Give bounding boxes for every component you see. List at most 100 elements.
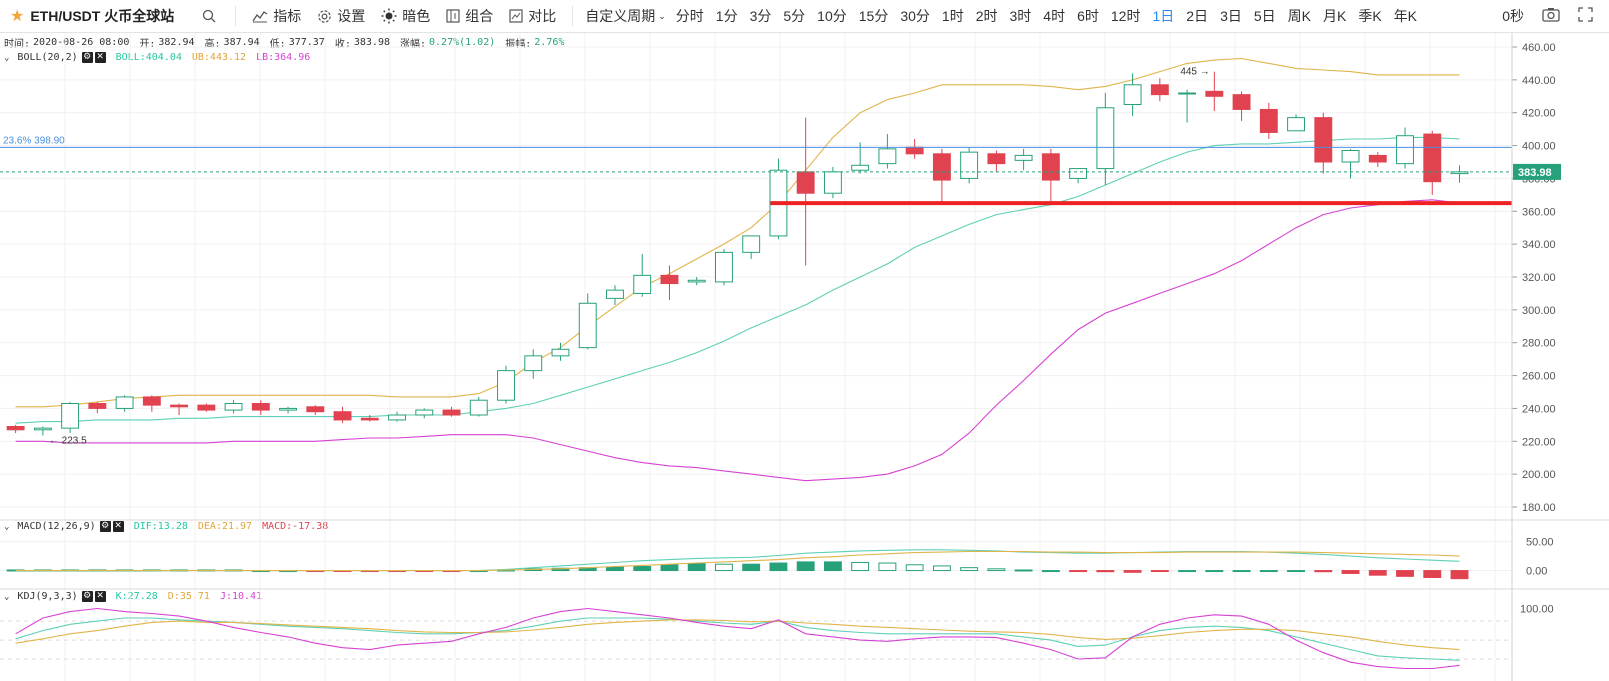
layout-icon — [446, 9, 460, 23]
timeframe-button[interactable]: 1分 — [715, 8, 738, 24]
timeframe-button[interactable]: 年K — [1393, 8, 1418, 24]
price-tick-label: 300.00 — [1522, 305, 1556, 317]
boll-settings-icon[interactable]: ⚙ — [81, 52, 93, 63]
kdj-pane — [15, 607, 1460, 670]
kdj-close-icon[interactable]: ✕ — [94, 591, 106, 602]
boll-close-icon[interactable]: ✕ — [94, 52, 106, 63]
candle-up — [715, 251, 733, 283]
macd-bar-positive — [742, 563, 761, 572]
candle-down — [442, 409, 461, 416]
price-axis[interactable]: 180.00 200.00 220.00 240.00 260.00 280.00 300.… — [1511, 33, 1561, 681]
timeframe-button[interactable]: 月K — [1323, 8, 1347, 24]
candle-up — [878, 148, 897, 165]
macd-bar-positive — [687, 563, 706, 572]
candle-up — [742, 235, 761, 253]
macd-bar-positive — [1287, 570, 1305, 573]
timeframe-button[interactable]: 5分 — [783, 8, 806, 24]
custom-period-label: 自定义周期 — [585, 8, 656, 24]
collapse-chevron-icon[interactable]: ⌄ — [4, 52, 10, 63]
settings-button[interactable]: 设置 — [309, 6, 373, 26]
macd-close-icon[interactable]: ✕ — [112, 521, 124, 532]
timeframe-button[interactable]: 分时 — [675, 8, 704, 24]
timeframe-button[interactable]: 12时 — [1110, 8, 1141, 24]
timeframe-button[interactable]: 1日 — [1152, 8, 1175, 24]
kdj-tick-label: 100.00 — [1520, 603, 1554, 615]
compare-icon — [509, 9, 523, 23]
candle-up — [578, 302, 597, 349]
timeframe-button[interactable]: 2时 — [975, 8, 998, 24]
candle-up — [633, 274, 652, 294]
timeframe-button[interactable]: 3时 — [1009, 8, 1032, 24]
candle-down — [1368, 154, 1387, 163]
macd-tick-label: 0.00 — [1526, 566, 1547, 578]
timeframe-button[interactable]: 2日 — [1186, 8, 1209, 24]
macd-bar-positive — [1041, 570, 1060, 573]
time-value: 2020-08-26 08:00 — [33, 37, 130, 48]
candle-down — [1423, 133, 1442, 183]
timeframe-button[interactable]: 30分 — [900, 8, 930, 24]
high-label: 高: — [204, 39, 221, 50]
candle-down — [1205, 90, 1224, 97]
kdj-k-value: K:27.28 — [115, 591, 158, 602]
candle-up — [279, 407, 297, 411]
timeframe-button[interactable]: 10分 — [817, 8, 847, 24]
candlestick-chart[interactable]: 23.6% 398.90 445 → ← 223.5 180.00 200.00 220… — [0, 33, 1609, 681]
price-tick-label: 240.00 — [1522, 403, 1556, 415]
macd-settings-icon[interactable]: ⚙ — [99, 521, 111, 532]
kdj-d-line — [15, 619, 1460, 651]
collapse-chevron-icon[interactable]: ⌄ — [4, 521, 10, 532]
chart-overlays: 23.6% 398.90 445 → ← 223.5 — [0, 67, 1512, 447]
candle-up — [469, 399, 488, 416]
open-label: 开: — [139, 39, 156, 50]
change-label: 涨幅: — [399, 39, 427, 50]
combine-button[interactable]: 组合 — [438, 6, 501, 26]
low-label: 低: — [269, 39, 286, 50]
custom-period-dropdown[interactable]: 自定义周期 ⌄ — [581, 6, 670, 26]
close-value: 383.98 — [353, 37, 390, 48]
kdj-settings-icon[interactable]: ⚙ — [81, 591, 93, 602]
theme-toggle-button[interactable]: 暗色 — [373, 6, 438, 26]
last-price-label: 383.98 — [1518, 167, 1552, 179]
fullscreen-icon[interactable] — [1578, 7, 1593, 25]
camera-icon[interactable] — [1542, 7, 1560, 25]
timeframe-button[interactable]: 周K — [1287, 8, 1311, 24]
timeframe-button[interactable]: 1时 — [941, 8, 964, 24]
timeframe-button[interactable]: 季K — [1358, 8, 1382, 24]
candle-down — [660, 274, 679, 285]
divider — [572, 6, 574, 26]
price-tick-label: 320.00 — [1522, 272, 1556, 284]
fib-label: 23.6% 398.90 — [3, 135, 65, 146]
candle-up — [115, 396, 134, 409]
gear-icon — [318, 9, 331, 23]
timeframe-button[interactable]: 15分 — [858, 8, 889, 24]
candle-up — [388, 414, 406, 421]
theme-label: 暗色 — [402, 8, 431, 24]
timeframe-button[interactable]: 4时 — [1043, 8, 1066, 24]
timeframe-button[interactable]: 3日 — [1220, 8, 1242, 24]
kdj-j-value: J:10.41 — [219, 591, 263, 602]
candle-up — [1123, 84, 1142, 105]
symbol-search-icon[interactable] — [182, 9, 227, 23]
macd-bar-positive — [633, 566, 652, 572]
macd-bar-negative — [1423, 570, 1442, 578]
compare-button[interactable]: 对比 — [501, 6, 564, 26]
timeframe-button[interactable]: 6时 — [1077, 8, 1099, 24]
change-value: 0.27%(1.02) — [429, 37, 496, 48]
timeframe-button[interactable]: 5日 — [1253, 8, 1276, 24]
candle-down — [1259, 108, 1278, 133]
sun-icon — [381, 8, 397, 24]
macd-bar-negative — [1150, 570, 1169, 573]
macd-bar-negative — [1069, 570, 1088, 573]
collapse-chevron-icon[interactable]: ⌄ — [4, 591, 10, 602]
macd-hist-value: MACD:-17.38 — [262, 521, 329, 532]
timeframe-button[interactable]: 3分 — [749, 8, 772, 24]
indicators-button[interactable]: 指标 — [244, 6, 309, 26]
candle-up — [497, 370, 515, 401]
candles — [6, 71, 1469, 436]
symbol-selector[interactable]: ★ ETH/USDT 火币全球站 — [0, 6, 182, 26]
candle-up — [524, 355, 543, 372]
macd-bar-negative — [1341, 570, 1360, 574]
macd-bar-positive — [851, 561, 870, 572]
kdj-name: KDJ(9,3,3) — [17, 591, 78, 602]
favorite-star-icon[interactable]: ★ — [10, 8, 25, 25]
